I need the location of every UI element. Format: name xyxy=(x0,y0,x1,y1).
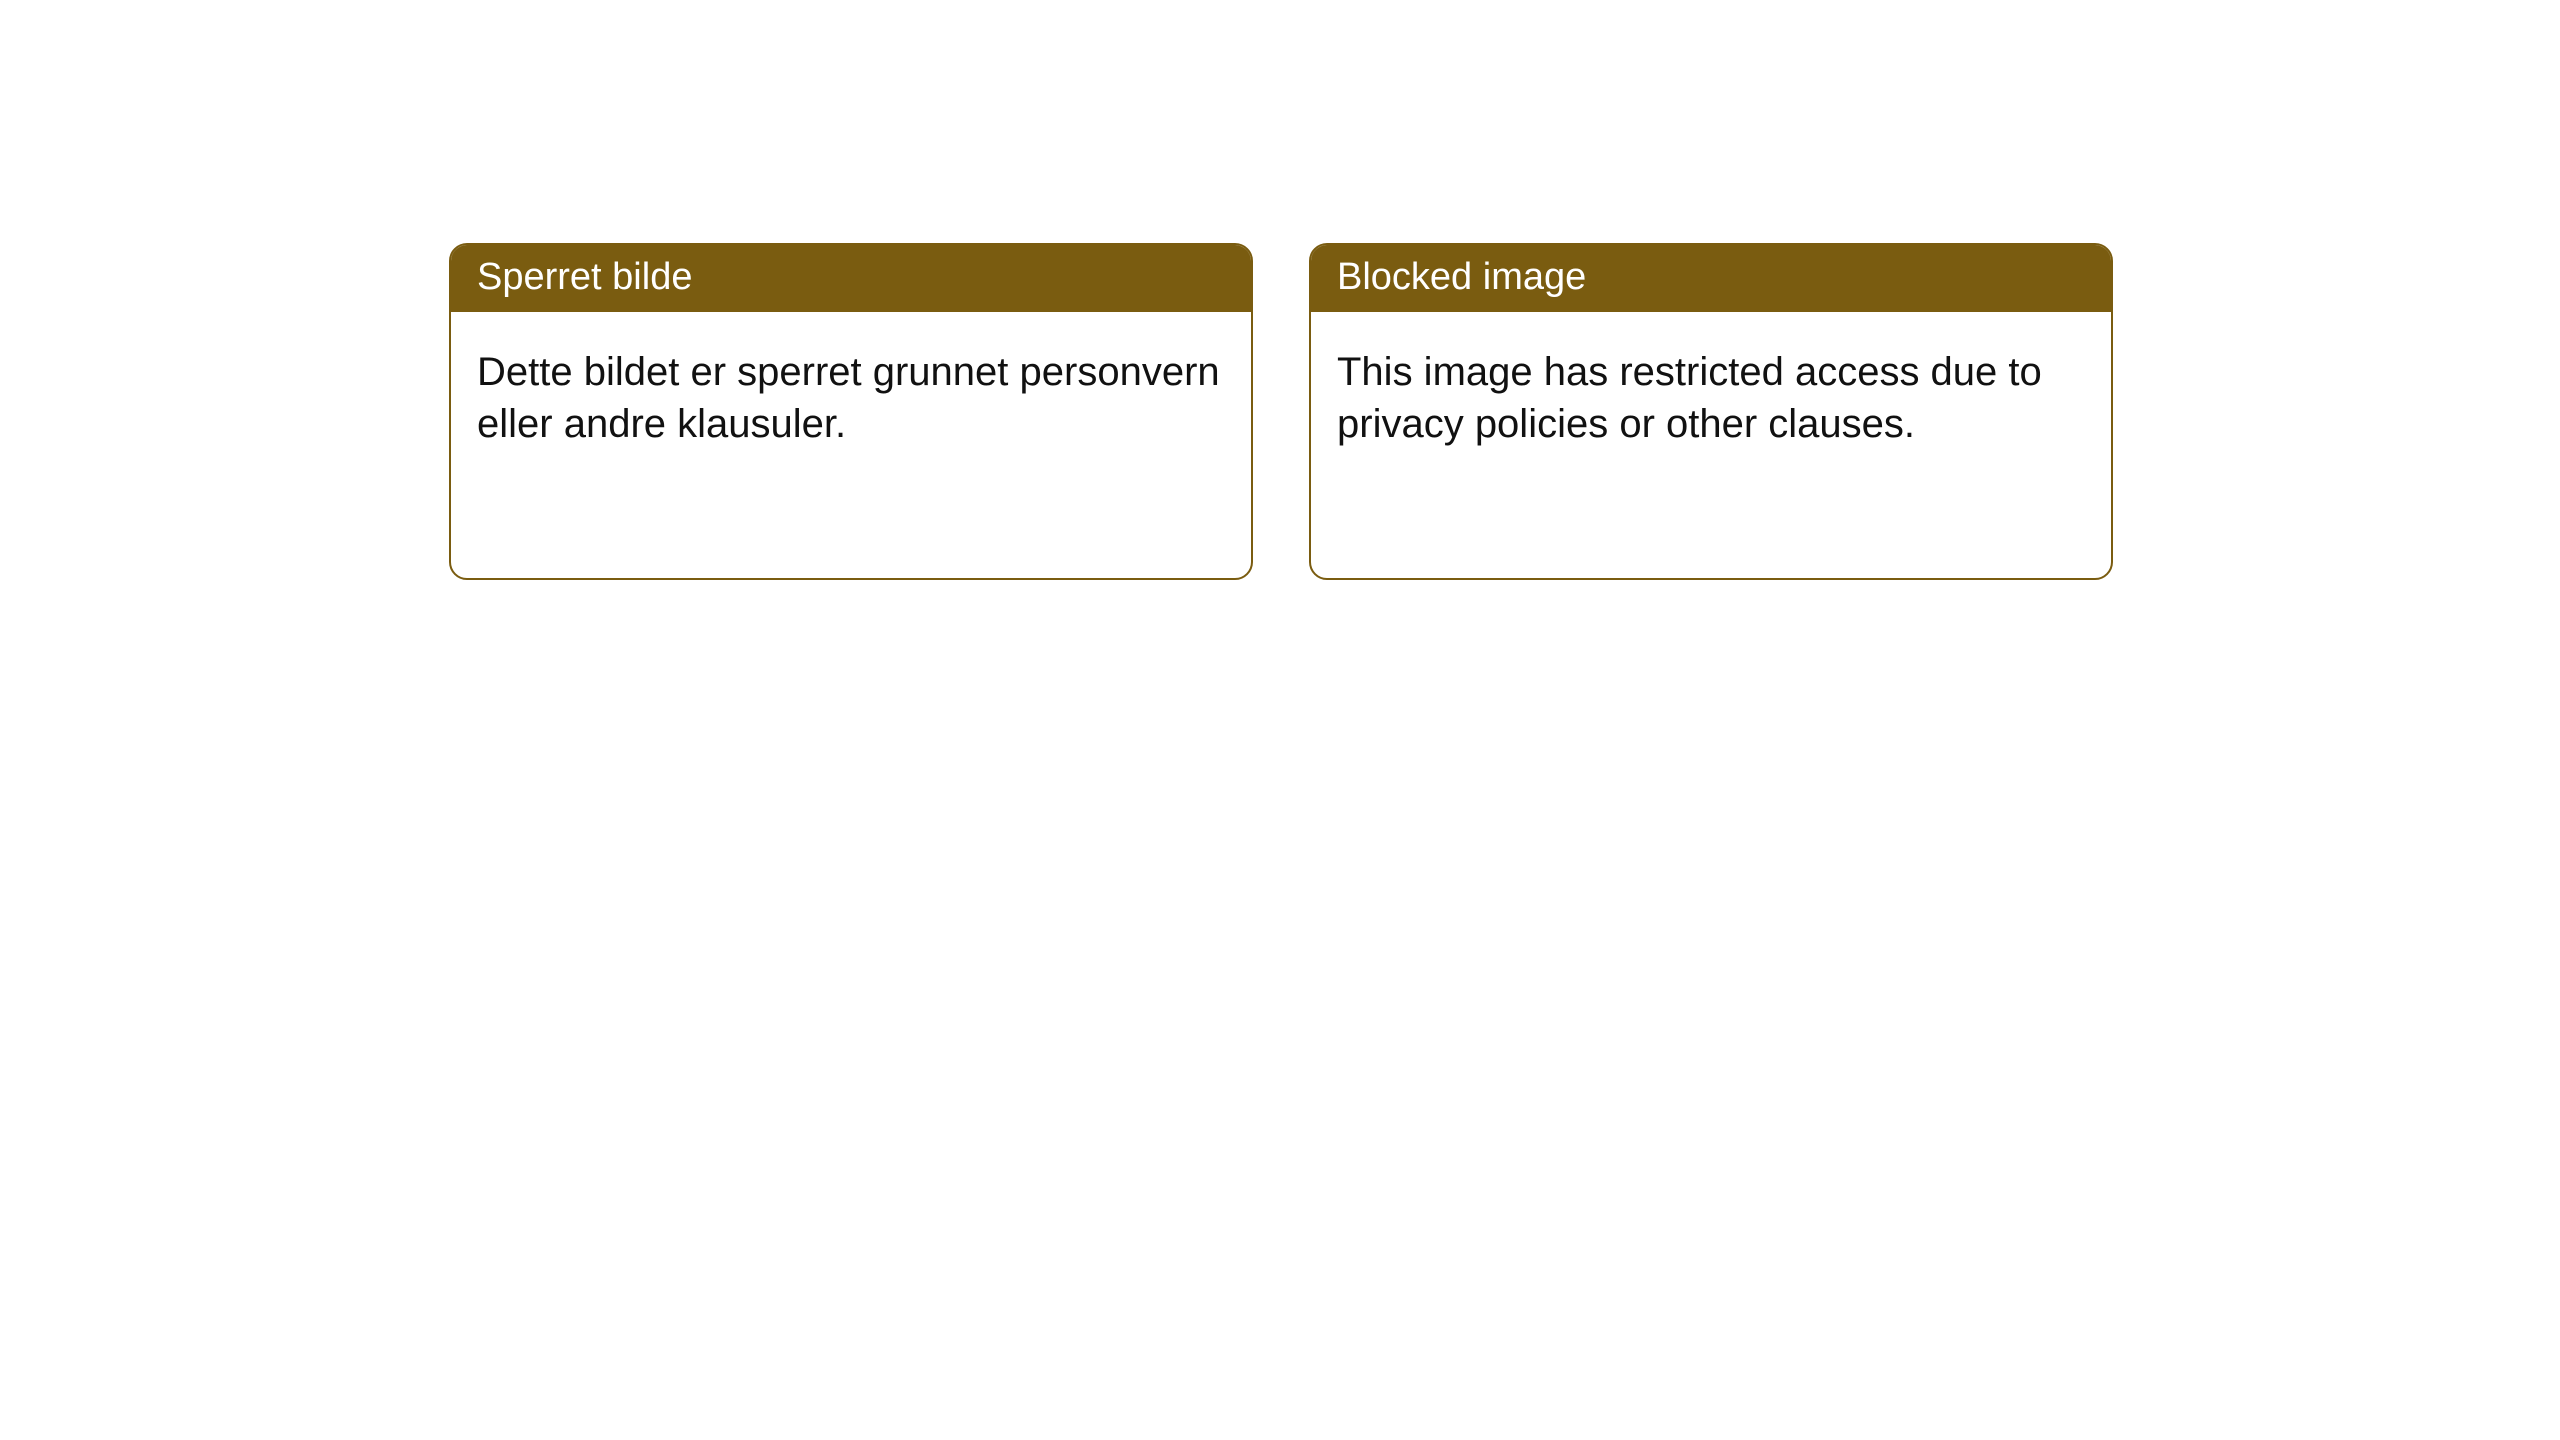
card-title: Blocked image xyxy=(1337,256,1586,298)
card-message: Dette bildet er sperret grunnet personve… xyxy=(477,350,1220,446)
notice-container: Sperret bilde Dette bildet er sperret gr… xyxy=(0,0,2560,580)
card-body: This image has restricted access due to … xyxy=(1311,312,2111,476)
card-header: Sperret bilde xyxy=(451,245,1251,312)
card-message: This image has restricted access due to … xyxy=(1337,350,2042,446)
card-body: Dette bildet er sperret grunnet personve… xyxy=(451,312,1251,476)
notice-card-english: Blocked image This image has restricted … xyxy=(1309,243,2113,580)
card-header: Blocked image xyxy=(1311,245,2111,312)
notice-card-norwegian: Sperret bilde Dette bildet er sperret gr… xyxy=(449,243,1253,580)
card-title: Sperret bilde xyxy=(477,256,692,298)
